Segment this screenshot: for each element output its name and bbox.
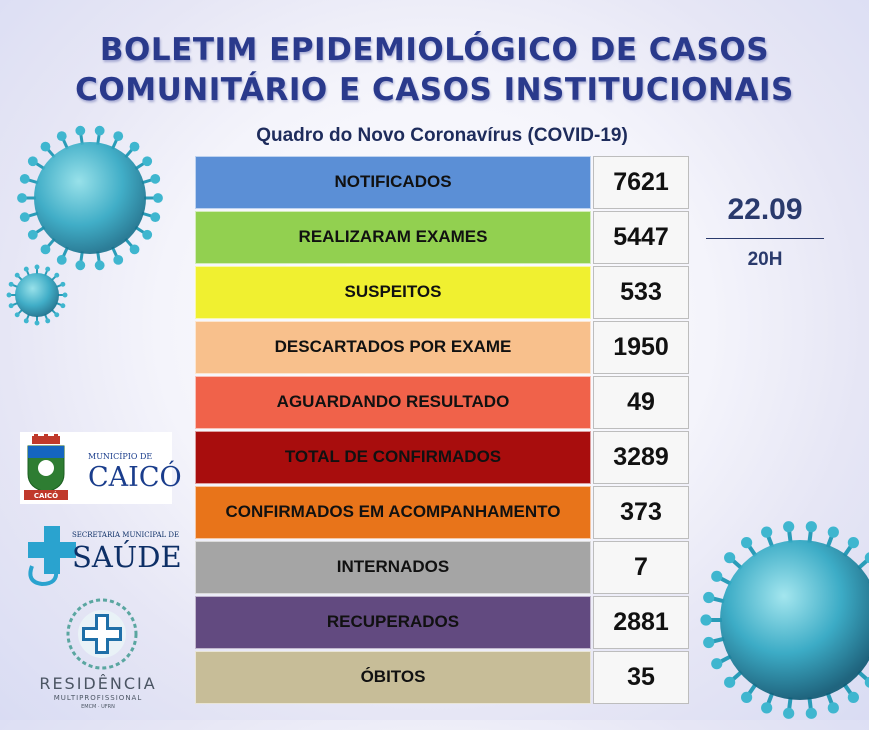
row-label: RECUPERADOS xyxy=(195,596,591,649)
row-value: 7 xyxy=(593,541,689,594)
row-label: NOTIFICADOS xyxy=(195,156,591,209)
coronavirus-icon xyxy=(700,521,869,719)
table-row: SUSPEITOS 533 xyxy=(195,266,689,319)
table-row: INTERNADOS 7 xyxy=(195,541,689,594)
row-value: 5447 xyxy=(593,211,689,264)
row-label: TOTAL DE CONFIRMADOS xyxy=(195,431,591,484)
medical-cross-icon xyxy=(28,526,76,587)
table-row: AGUARDANDO RESULTADO 49 xyxy=(195,376,689,429)
caico-banner-text: CAICÓ xyxy=(34,491,58,500)
table-row: TOTAL DE CONFIRMADOS 3289 xyxy=(195,431,689,484)
coronavirus-icon xyxy=(17,125,163,271)
row-label: AGUARDANDO RESULTADO xyxy=(195,376,591,429)
health-emblem-icon xyxy=(66,598,138,670)
row-label: SUSPEITOS xyxy=(195,266,591,319)
residencia-logo: RESIDÊNCIA MULTIPROFISSIONAL EMCM · UFRN xyxy=(30,596,166,718)
table-subtitle: Quadro do Novo Coronavírus (COVID-19) xyxy=(256,125,628,146)
row-value: 35 xyxy=(593,651,689,704)
row-label: CONFIRMADOS EM ACOMPANHAMENTO xyxy=(195,486,591,539)
caico-logo: CAICÓ MUNICÍPIO DE CAICÓ xyxy=(20,432,182,504)
table-row: REALIZARAM EXAMES 5447 xyxy=(195,211,689,264)
row-value: 7621 xyxy=(593,156,689,209)
residencia-name: RESIDÊNCIA xyxy=(39,674,157,693)
table-row: DESCARTADOS POR EXAME 1950 xyxy=(195,321,689,374)
report-hour: 20H xyxy=(747,249,783,270)
table-row: RECUPERADOS 2881 xyxy=(195,596,689,649)
caico-name: CAICÓ xyxy=(88,462,182,493)
row-label: REALIZARAM EXAMES xyxy=(195,211,591,264)
report-date: 22.09 xyxy=(727,193,803,226)
saude-name: SAÚDE xyxy=(72,540,182,574)
residencia-subtitle: MULTIPROFISSIONAL xyxy=(53,694,143,702)
table-row: NOTIFICADOS 7621 xyxy=(195,156,689,209)
page-title: BOLETIM EPIDEMIOLÓGICO DE CASOS COMUNITÁ… xyxy=(0,30,869,110)
saude-small-text: SECRETARIA MUNICIPAL DE xyxy=(72,531,180,539)
row-value: 2881 xyxy=(593,596,689,649)
date-panel: 22.09 20H xyxy=(706,190,824,271)
residencia-tag: EMCM · UFRN xyxy=(81,704,115,710)
saude-logo: SECRETARIA MUNICIPAL DE SAÚDE xyxy=(16,514,182,592)
table-row: CONFIRMADOS EM ACOMPANHAMENTO 373 xyxy=(195,486,689,539)
covid-table: NOTIFICADOS 7621 REALIZARAM EXAMES 5447 SU… xyxy=(195,156,689,706)
row-value: 373 xyxy=(593,486,689,539)
caico-small-text: MUNICÍPIO DE xyxy=(88,452,153,461)
coat-of-arms-icon: CAICÓ xyxy=(24,434,68,500)
date-divider xyxy=(706,238,824,239)
row-label: INTERNADOS xyxy=(195,541,591,594)
row-label: ÓBITOS xyxy=(195,651,591,704)
coronavirus-icon xyxy=(6,264,68,326)
row-value: 3289 xyxy=(593,431,689,484)
title-line-2: COMUNITÁRIO E CASOS INSTITUCIONAIS xyxy=(75,72,794,108)
row-value: 49 xyxy=(593,376,689,429)
table-row: ÓBITOS 35 xyxy=(195,651,689,704)
row-label: DESCARTADOS POR EXAME xyxy=(195,321,591,374)
row-value: 1950 xyxy=(593,321,689,374)
title-line-1: BOLETIM EPIDEMIOLÓGICO DE CASOS xyxy=(99,32,770,68)
row-value: 533 xyxy=(593,266,689,319)
